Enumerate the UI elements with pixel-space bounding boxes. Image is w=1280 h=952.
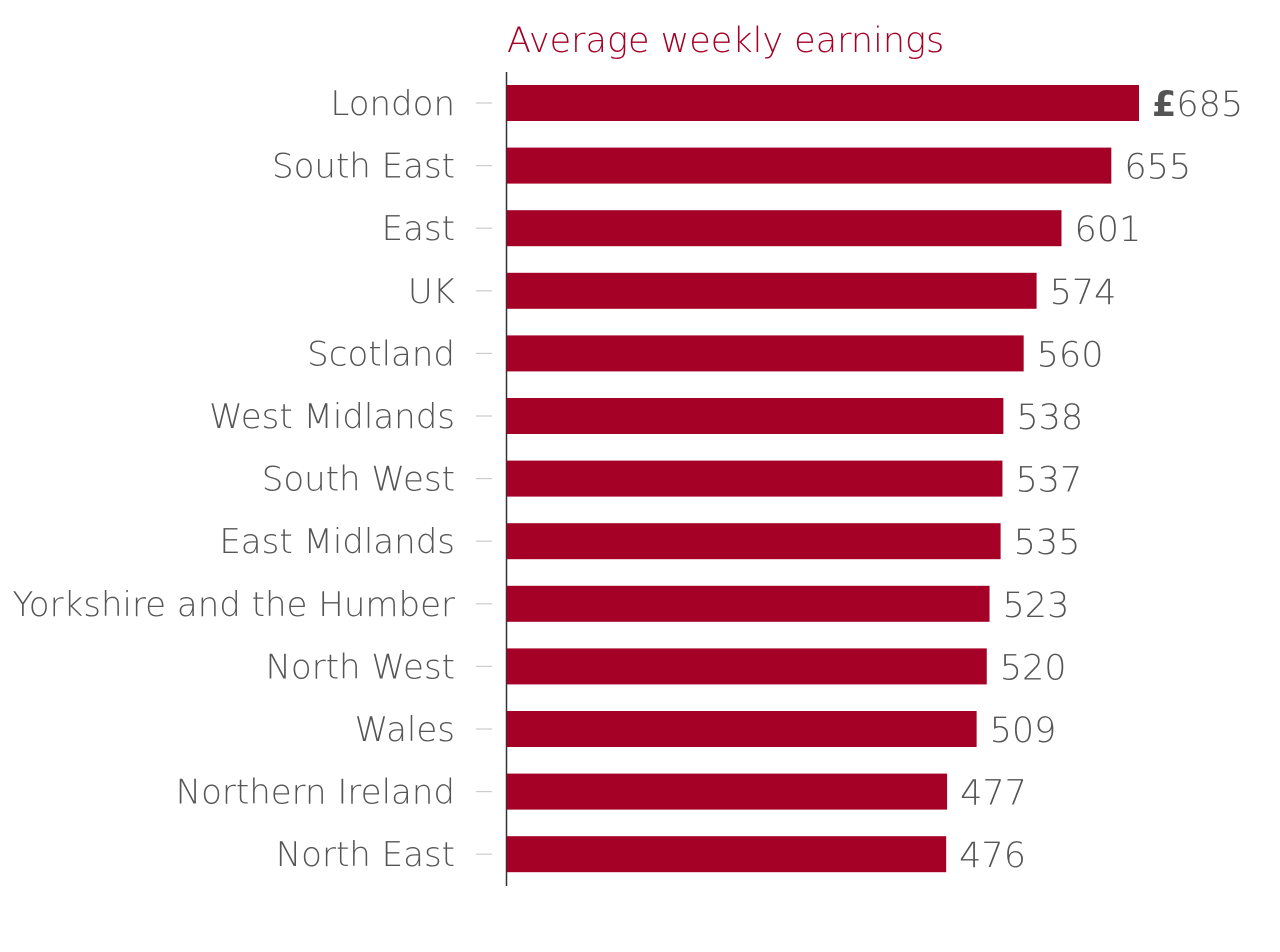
value-number: 535: [1014, 523, 1081, 563]
bar: [507, 398, 1004, 434]
value-number: 685: [1176, 85, 1243, 125]
value-label: 574: [1050, 273, 1117, 313]
value-number: 574: [1050, 273, 1117, 313]
value-number: 523: [1003, 586, 1070, 626]
value-number: 655: [1124, 148, 1191, 188]
bar: [507, 523, 1001, 560]
value-number: 509: [990, 711, 1057, 751]
category-label: UK: [408, 272, 455, 312]
bar: [507, 335, 1024, 372]
value-number: 601: [1074, 210, 1141, 250]
bar: [507, 460, 1003, 497]
value-number: 520: [1000, 648, 1067, 688]
bar: [507, 210, 1062, 247]
category-label: East Midlands: [219, 522, 455, 562]
value-number: 476: [959, 836, 1026, 876]
category-label: London: [330, 84, 455, 124]
bar: [507, 272, 1037, 309]
value-number: 477: [960, 774, 1027, 814]
currency-prefix: £: [1152, 85, 1176, 125]
category-label: West Midlands: [209, 397, 455, 437]
value-label: 509: [990, 711, 1057, 751]
bars-group: London £685 South East 655 East 601 UK 574 Scotl…: [13, 84, 1244, 876]
category-label: Wales: [355, 710, 455, 750]
value-label: 655: [1124, 148, 1191, 188]
bar: [507, 773, 948, 810]
bar: [507, 836, 947, 873]
value-label: 537: [1015, 461, 1082, 501]
chart-title: Average weekly earnings: [507, 21, 944, 61]
category-label: Northern Ireland: [176, 773, 455, 813]
category-label: East: [382, 209, 455, 249]
bar: [507, 147, 1112, 184]
category-label: South East: [272, 147, 455, 187]
value-number: 538: [1016, 398, 1083, 438]
bar: [507, 85, 1139, 121]
value-label: 601: [1074, 210, 1141, 250]
value-number: 560: [1037, 335, 1104, 375]
bar: [507, 711, 977, 747]
category-label: Scotland: [307, 334, 455, 374]
category-label: Yorkshire and the Humber: [13, 585, 456, 625]
bar: [507, 648, 987, 685]
bar: [507, 585, 990, 622]
value-label: 523: [1003, 586, 1070, 626]
value-label: 535: [1014, 523, 1081, 563]
value-number: 537: [1015, 461, 1082, 501]
value-label: 538: [1016, 398, 1083, 438]
value-label: 560: [1037, 335, 1104, 375]
category-label: North West: [266, 647, 456, 687]
category-label: North East: [276, 835, 455, 875]
value-label: 476: [959, 836, 1026, 876]
value-label: 520: [1000, 648, 1067, 688]
category-label: South West: [262, 460, 455, 500]
value-label: 477: [960, 774, 1027, 814]
value-label: £685: [1152, 85, 1243, 125]
